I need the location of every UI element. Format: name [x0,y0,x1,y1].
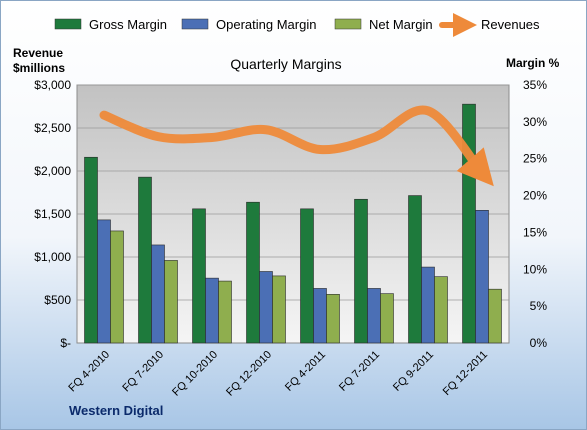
left-tick-label: $500 [44,293,71,307]
bar-gross-margin [192,208,206,344]
legend-item-net-margin: Net Margin [334,17,433,32]
left-axis-title-line-1: Revenue [13,46,63,60]
bar-gross-margin [354,198,368,344]
legend-label: Net Margin [369,17,433,32]
legend-swatch [54,18,82,30]
bar-net-margin [272,275,286,344]
right-tick-label: 5% [530,299,548,313]
category-label: FQ 7-2011 [337,349,382,394]
left-axis-title-line-2: $millions [13,61,65,75]
bar-operating-margin [205,277,219,344]
bar-gross-margin [408,195,422,344]
legend-item-operating-margin: Operating Margin [181,17,316,32]
right-tick-label: 25% [523,152,547,166]
right-tick-label: 30% [523,115,547,129]
legend-swatch [334,18,362,30]
right-tick-label: 20% [523,189,547,203]
category-label: FQ 7-2010 [120,349,166,395]
company-label: Western Digital [69,403,163,418]
bar-gross-margin [300,208,314,344]
bar-gross-margin [138,176,152,344]
bar-operating-margin [313,288,327,344]
legend-label: Operating Margin [216,17,316,32]
left-tick-label: $2,500 [34,121,71,135]
category-label: FQ 4-2010 [66,349,112,395]
left-tick-label: $3,000 [34,78,71,92]
bar-net-margin [434,276,448,344]
legend-item-revenues: Revenues [439,13,540,37]
legend-item-gross-margin: Gross Margin [54,17,167,32]
bars [84,103,502,344]
bar-operating-margin [421,266,435,344]
right-axis-title: Margin % [506,56,560,70]
legend-label: Revenues [481,17,540,32]
bar-net-margin [164,260,178,344]
bar-operating-margin [259,271,273,344]
category-label: FQ 9-2011 [391,349,436,394]
category-label: FQ 4-2011 [283,349,328,394]
left-tick-label: $1,500 [34,207,71,221]
left-tick-label: $1,000 [34,250,71,264]
category-label: FQ 12-2010 [224,349,274,399]
left-tick-label: $- [60,336,71,350]
revenue-line-layer [99,105,494,187]
bar-net-margin [326,294,340,344]
bar-gross-margin [246,201,260,344]
right-tick-label: 10% [523,262,547,276]
revenue-line [99,105,494,187]
bar-gross-margin [84,156,98,344]
category-label: FQ 10-2010 [170,349,220,399]
bar-gross-margin [462,103,476,344]
bar-net-margin [380,293,394,344]
bar-operating-margin [151,244,165,344]
bar-net-margin [488,288,502,344]
right-tick-label: 35% [523,78,547,92]
right-tick-label: 15% [523,225,547,239]
left-axis-ticks: $- $500 $1,000 $1,500 $2,000 $2,500 $3,000 [34,78,71,350]
legend-label: Gross Margin [89,17,167,32]
bar-operating-margin [475,210,489,344]
right-axis-ticks: 0% 5% 10% 15% 20% 25% 30% 35% [523,78,547,350]
chart-title: Quarterly Margins [230,56,341,72]
bar-net-margin [110,230,124,344]
bar-operating-margin [97,219,111,344]
right-tick-label: 0% [530,336,548,350]
bar-net-margin [218,280,232,344]
bar-operating-margin [367,288,381,344]
category-label: FQ 12-2011 [441,349,490,398]
left-tick-label: $2,000 [34,164,71,178]
legend: Gross Margin Operating Margin Net Margin… [54,13,540,37]
legend-swatch [181,18,209,30]
category-labels: FQ 4-2010 FQ 7-2010 FQ 10-2010 FQ 12-2010 FQ… [66,349,490,399]
